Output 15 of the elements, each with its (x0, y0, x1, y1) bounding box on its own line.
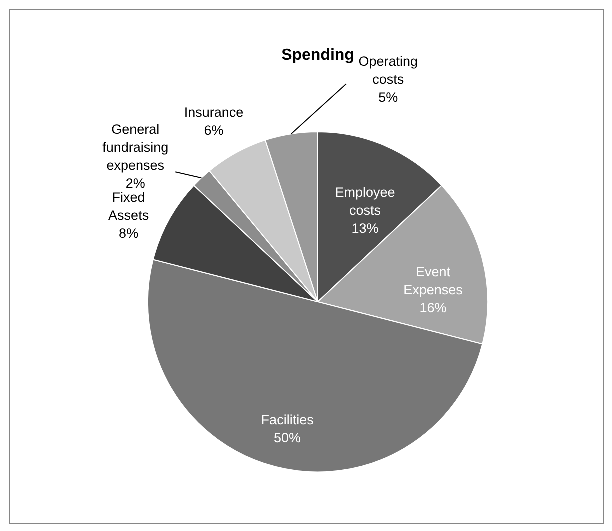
slice-label: Facilities (261, 412, 314, 428)
data-label: 50% (274, 430, 302, 446)
slice-label: Operating costs (358, 54, 418, 88)
data-label: 16% (420, 300, 447, 316)
data-label: 8% (119, 226, 139, 241)
data-label: 6% (204, 122, 224, 138)
slice-label: Insurance (184, 104, 244, 120)
chart-title: Spending (282, 47, 354, 64)
slice-label: Fixed Assets (108, 190, 150, 223)
slice-label: Employee costs (335, 184, 396, 218)
data-label: 2% (126, 176, 146, 192)
data-label: 5% (378, 90, 398, 106)
slice-label: Event Expenses (404, 264, 464, 298)
slice-label: General fundraising expenses (102, 122, 169, 174)
data-label: 13% (352, 220, 379, 236)
